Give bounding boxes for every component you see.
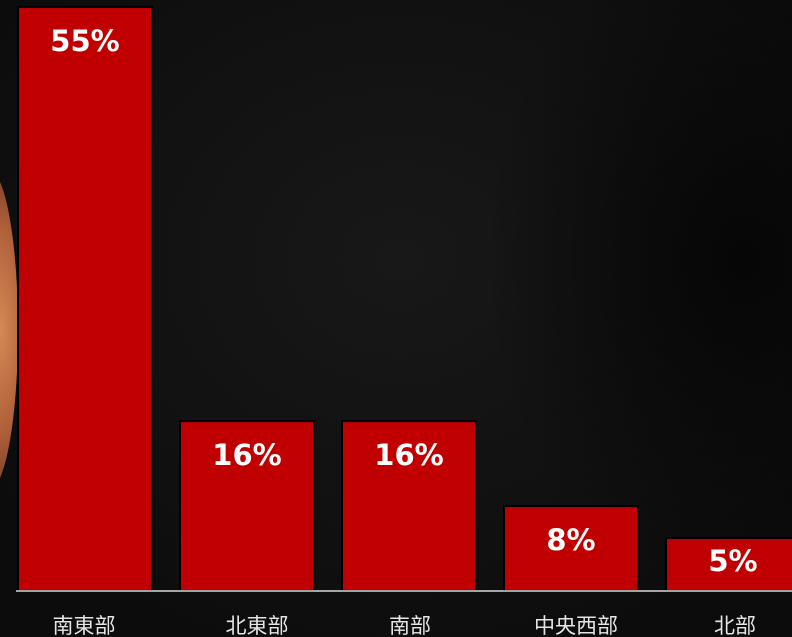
- bar-3: [503, 505, 639, 592]
- background-photo-edge: [0, 170, 18, 490]
- category-label-2: 南部: [389, 614, 431, 637]
- category-label-0: 南東部: [53, 614, 116, 637]
- value-label-3: 8%: [546, 523, 595, 557]
- category-label-1: 北東部: [226, 614, 289, 637]
- value-label-4: 5%: [708, 544, 757, 578]
- value-label-2: 16%: [374, 438, 443, 472]
- value-label-1: 16%: [212, 438, 281, 472]
- category-labels-group: 南東部 北東部 南部 中央西部 北部: [53, 614, 757, 637]
- bars-group: [17, 6, 792, 593]
- value-labels-group: 55% 16% 16% 8% 5%: [50, 24, 757, 578]
- value-label-0: 55%: [50, 24, 119, 58]
- category-label-4: 北部: [714, 614, 756, 637]
- category-label-3: 中央西部: [534, 614, 618, 637]
- bar-0: [17, 6, 153, 592]
- bar-1: [179, 420, 315, 593]
- bar-4: [665, 536, 792, 593]
